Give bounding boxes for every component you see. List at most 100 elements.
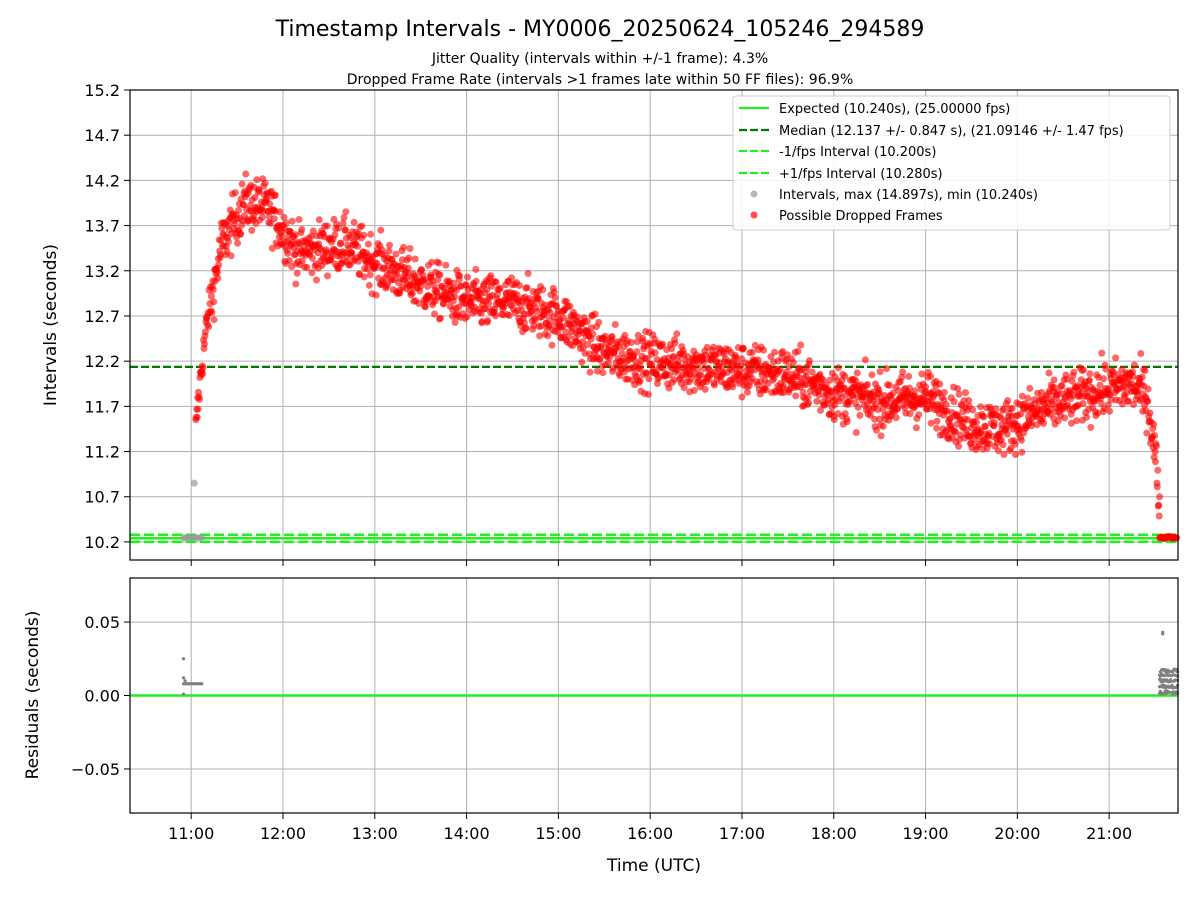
dropped-frame-point — [464, 273, 471, 281]
dropped-frame-point — [1143, 429, 1151, 437]
dropped-frame-point — [578, 358, 586, 366]
dropped-frame-point — [744, 388, 751, 396]
dropped-frame-point — [670, 376, 678, 384]
dropped-frame-point — [687, 375, 695, 383]
dropped-frame-point — [1094, 409, 1102, 417]
dropped-frame-point — [522, 324, 530, 332]
dropped-frame-point — [364, 240, 372, 248]
dropped-frame-point — [596, 355, 604, 362]
interval-point — [198, 534, 206, 542]
dropped-frame-point — [906, 384, 913, 392]
dropped-frame-point — [367, 230, 375, 238]
dropped-frame-point — [505, 312, 513, 319]
dropped-frame-point — [1153, 483, 1161, 491]
intervals-plot: 10.2 10.7 11.2 11.7 12.2 12.7 13.2 13.7 14.2 14.7… — [41, 81, 1180, 566]
x-tick-label: 17:00 — [719, 824, 765, 843]
dropped-frame-point — [922, 383, 930, 391]
dropped-frame-point — [876, 415, 884, 423]
dropped-frame-point — [1144, 385, 1152, 393]
dropped-frame-point — [912, 424, 920, 432]
dropped-frame-point — [1000, 451, 1008, 458]
dropped-frame-point — [645, 375, 653, 383]
dropped-frame-point — [415, 300, 423, 307]
residual-point — [1161, 632, 1165, 636]
dropped-frame-point — [593, 367, 601, 375]
dropped-frame-point — [885, 381, 893, 389]
x-tick-label: 15:00 — [535, 824, 581, 843]
dropped-frame-point — [1098, 349, 1106, 357]
dropped-frame-point — [492, 278, 500, 286]
dropped-frame-point — [819, 376, 827, 384]
dropped-frame-point — [873, 426, 880, 434]
dropped-frame-point — [515, 282, 523, 289]
dropped-frame-point — [1017, 410, 1025, 418]
residuals-y-tick-label: 0.00 — [84, 687, 120, 706]
dropped-frame-point — [864, 381, 872, 388]
dropped-frame-point — [719, 363, 727, 371]
dropped-frame-point — [815, 391, 823, 399]
residual-point — [1161, 692, 1165, 696]
dropped-frame-point — [487, 272, 495, 280]
dropped-frame-point — [1155, 501, 1163, 509]
dropped-frame-point — [217, 251, 225, 259]
dropped-frame-point — [710, 343, 717, 351]
dropped-frame-point — [270, 215, 278, 223]
dropped-frame-point — [637, 365, 644, 373]
dropped-frame-point — [431, 310, 438, 318]
dropped-frame-point — [456, 272, 464, 280]
dropped-frame-point — [1102, 365, 1110, 373]
residuals-ticks: 11:00 12:00 13:00 14:00 15:00 16:00 17:00 18:00… — [71, 613, 1132, 843]
dropped-frame-point — [841, 410, 849, 418]
intervals-points — [180, 170, 1180, 542]
dropped-frame-point — [1080, 366, 1087, 374]
dropped-frame-point — [276, 208, 284, 216]
dropped-frame-point — [554, 328, 562, 336]
x-tick-label: 19:00 — [903, 824, 949, 843]
dropped-frame-point — [701, 385, 709, 393]
legend-label-plus-interval: +1/fps Interval (10.280s) — [779, 167, 943, 182]
dropped-frame-point — [999, 441, 1007, 449]
residual-point — [1171, 670, 1175, 674]
dropped-frame-point — [779, 382, 787, 389]
dropped-frame-point — [853, 369, 861, 377]
dropped-frame-point — [981, 423, 989, 431]
dropped-frame-point — [1129, 373, 1137, 380]
residual-point — [183, 679, 187, 683]
dropped-frame-point — [392, 250, 400, 258]
dropped-frame-point — [651, 349, 659, 357]
dropped-frame-point — [955, 442, 963, 450]
dropped-frame-point — [282, 219, 290, 227]
dropped-frame-point — [1100, 375, 1108, 383]
dropped-frame-point — [729, 383, 737, 391]
dropped-frame-point — [1012, 451, 1019, 458]
intervals-y-tick-label: 14.7 — [84, 126, 120, 145]
dropped-frame-point — [324, 272, 331, 280]
dropped-frame-point — [817, 406, 824, 414]
dropped-frame-point — [520, 319, 528, 327]
dropped-frame-point — [393, 269, 401, 277]
dropped-frame-point — [940, 388, 948, 396]
dropped-frame-point — [574, 313, 582, 321]
intervals-y-tick-label: 10.2 — [84, 533, 120, 552]
dropped-frame-point — [1050, 376, 1058, 384]
dropped-frame-point — [548, 341, 556, 349]
dropped-frame-point — [883, 365, 890, 373]
dropped-frame-point — [905, 372, 913, 380]
dropped-frame-point — [1096, 381, 1104, 389]
dropped-frame-point — [481, 305, 489, 313]
dropped-frame-point — [876, 368, 884, 376]
residual-point — [1170, 683, 1174, 688]
dropped-frame-point — [1155, 512, 1163, 520]
dropped-frame-point — [927, 372, 935, 380]
dropped-frame-point — [1085, 376, 1093, 384]
dropped-frame-point — [337, 239, 345, 247]
dropped-frame-point — [440, 300, 448, 308]
dropped-frame-point — [1144, 397, 1152, 405]
dropped-frame-point — [595, 318, 603, 326]
dropped-frame-point — [1011, 440, 1019, 448]
residual-point — [181, 692, 186, 696]
dropped-frame-point — [354, 242, 362, 250]
dropped-frame-point — [633, 348, 641, 356]
dropped-frame-point — [298, 257, 306, 264]
dropped-frame-point — [485, 300, 493, 308]
